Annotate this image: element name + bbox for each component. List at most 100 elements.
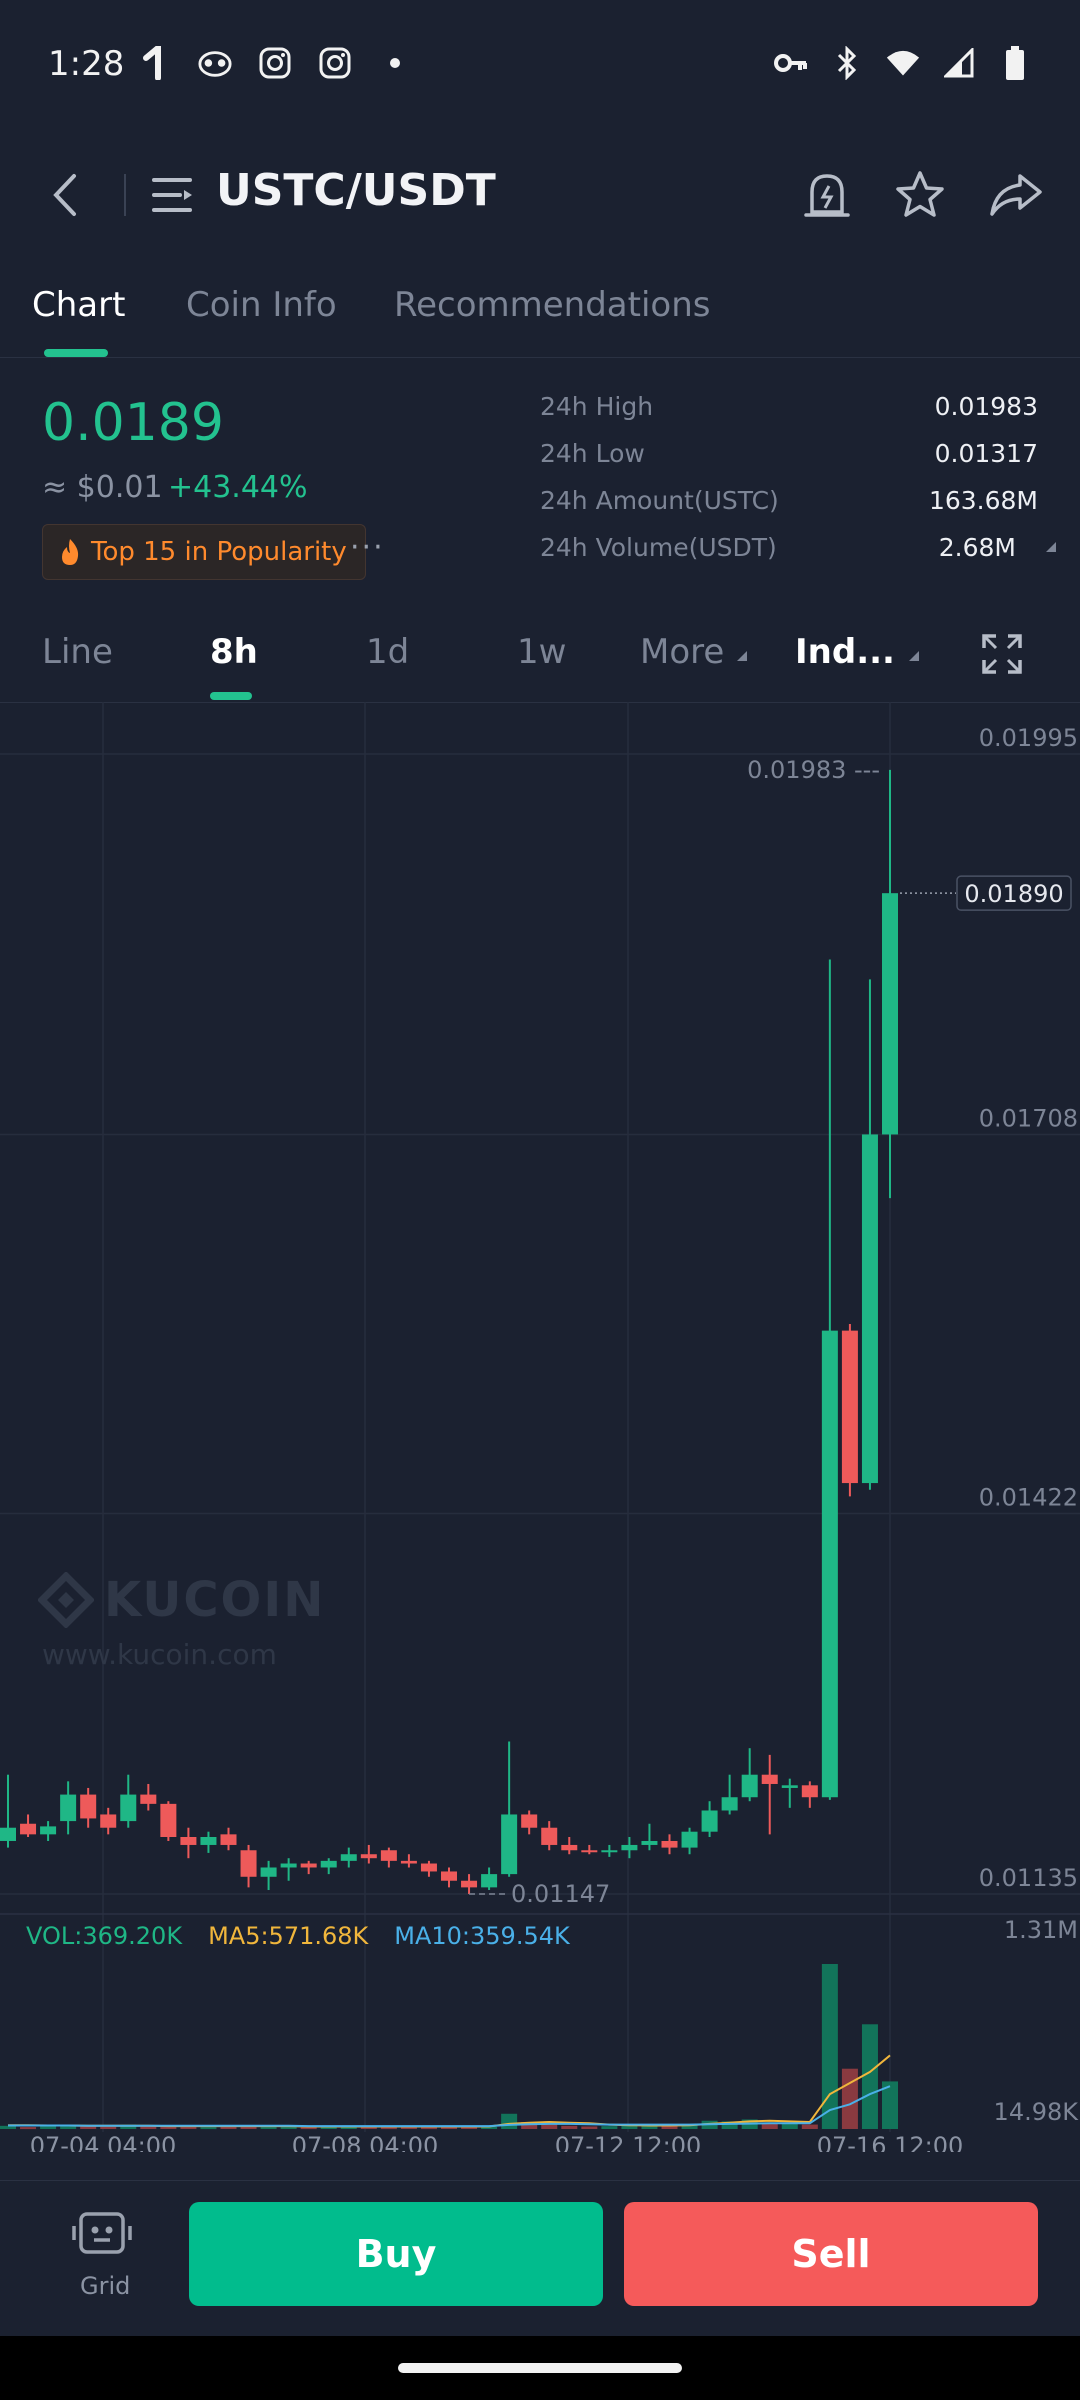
- candle: [641, 1823, 658, 1851]
- volume-toggle-icon[interactable]: [1044, 540, 1058, 554]
- star-icon: [896, 171, 944, 217]
- volume-bar: [140, 2125, 157, 2129]
- price-alert-button[interactable]: [800, 168, 854, 222]
- candle: [621, 1837, 638, 1859]
- share-icon: [990, 174, 1042, 216]
- stat-label-24h-low: 24h Low: [540, 439, 645, 468]
- popularity-badge-label: Top 15 in Popularity: [91, 537, 347, 567]
- candle: [601, 1844, 618, 1857]
- home-gesture-bar[interactable]: [398, 2363, 682, 2373]
- candle: [821, 959, 838, 1800]
- candle: [20, 1814, 37, 1837]
- legend-vol: VOL:369.20K: [26, 1922, 183, 1950]
- timeframe-active-indicator: [210, 692, 252, 700]
- header-divider: [124, 174, 126, 216]
- volume-bar: [721, 2121, 738, 2129]
- instagram-icon: [258, 46, 292, 80]
- tab-chart[interactable]: Chart: [32, 285, 126, 325]
- back-button[interactable]: [48, 172, 84, 218]
- pair-title[interactable]: USTC/USDT: [216, 165, 496, 216]
- candle: [360, 1844, 377, 1864]
- volume-bar: [40, 2126, 57, 2129]
- candle: [140, 1783, 157, 1811]
- candle: [541, 1821, 558, 1851]
- dropdown-corner-icon: [737, 651, 748, 661]
- volume-bar: [761, 2122, 778, 2129]
- high-marker-label: 0.01983 ---: [747, 756, 880, 784]
- volume-bar: [841, 2068, 858, 2129]
- volume-bar: [882, 2081, 898, 2129]
- bell-alert-icon: [804, 174, 850, 217]
- indicators-dropdown[interactable]: Ind...: [795, 632, 921, 672]
- candle: [60, 1781, 77, 1835]
- volume-bar: [240, 2125, 257, 2129]
- grid-label: Grid: [80, 2272, 131, 2300]
- tab-coin-info[interactable]: Coin Info: [186, 285, 337, 325]
- candle: [761, 1754, 778, 1835]
- timeframe-8h[interactable]: 8h: [210, 632, 258, 672]
- candle: [340, 1847, 357, 1868]
- time-tick-label: 07-12 12:00: [555, 2132, 702, 2152]
- stat-value-24h-low: 0.01317: [934, 439, 1038, 468]
- candle: [561, 1837, 578, 1855]
- volume-bar: [400, 2126, 417, 2129]
- candlestick-chart[interactable]: 0.01995 0.01708 0.01422 0.01135 0.01983 --- 0…: [0, 702, 1080, 2152]
- candle: [40, 1821, 57, 1841]
- volume-bar: [60, 2125, 77, 2129]
- volume-bar: [360, 2126, 377, 2129]
- candle: [781, 1778, 798, 1808]
- candle: [701, 1801, 718, 1837]
- share-button[interactable]: [988, 168, 1044, 222]
- status-icons-right: [774, 46, 1032, 80]
- time-tick-label: 07-04 04:00: [30, 2132, 177, 2152]
- candle: [280, 1858, 297, 1881]
- fullscreen-button[interactable]: [980, 632, 1024, 676]
- volume-bar: [320, 2126, 337, 2129]
- dropdown-corner-icon: [908, 651, 919, 661]
- candle: [501, 1741, 518, 1877]
- status-time: 1:28: [48, 44, 125, 84]
- favorite-button[interactable]: [893, 168, 947, 222]
- volume-bar: [581, 2126, 598, 2129]
- stat-value-24h-amount: 163.68M: [928, 486, 1038, 515]
- popularity-badge[interactable]: Top 15 in Popularity: [42, 524, 366, 580]
- volume-bar: [80, 2126, 97, 2129]
- dot-icon: [378, 46, 412, 80]
- buy-button[interactable]: Buy: [189, 2202, 603, 2306]
- timeframe-1d[interactable]: 1d: [366, 632, 410, 672]
- fire-icon: [62, 539, 79, 565]
- more-options-button[interactable]: ···: [350, 530, 385, 565]
- volume-bar: [501, 2113, 518, 2129]
- status-icons-left: [138, 46, 412, 80]
- time-tick-label: 07-08 04:00: [292, 2132, 439, 2152]
- volume-bar: [661, 2126, 678, 2129]
- volume-bar: [280, 2126, 297, 2129]
- pair-menu-button[interactable]: [150, 172, 198, 218]
- ma10-line: [8, 2085, 891, 2128]
- candle: [160, 1801, 177, 1841]
- signal-icon: [942, 46, 976, 80]
- volume-bar: [420, 2127, 437, 2130]
- key-icon: [774, 46, 808, 80]
- timeframe-line[interactable]: Line: [42, 632, 113, 672]
- volume-bar: [20, 2127, 37, 2130]
- tab-recommendations[interactable]: Recommendations: [394, 285, 711, 325]
- volume-bar: [260, 2126, 277, 2129]
- volume-bar: [801, 2124, 818, 2129]
- candle: [681, 1827, 698, 1855]
- legend-ma10: MA10:359.54K: [394, 1922, 570, 1950]
- volume-bar: [861, 2024, 878, 2129]
- sell-button[interactable]: Sell: [624, 2202, 1038, 2306]
- timeframe-more[interactable]: More: [640, 632, 749, 672]
- stat-value-24h-volume[interactable]: 2.68M: [938, 533, 1016, 562]
- volume-bar: [441, 2126, 457, 2129]
- volume-bar: [781, 2123, 798, 2129]
- grid-bot-button[interactable]: [72, 2208, 132, 2260]
- bluetooth-icon: [830, 46, 864, 80]
- volume-bar: [220, 2126, 237, 2129]
- tab-active-indicator: [44, 349, 108, 357]
- candle: [841, 1324, 858, 1497]
- last-price: 0.0189: [42, 393, 224, 453]
- timeframe-1w[interactable]: 1w: [517, 632, 567, 672]
- candle: [861, 979, 878, 1490]
